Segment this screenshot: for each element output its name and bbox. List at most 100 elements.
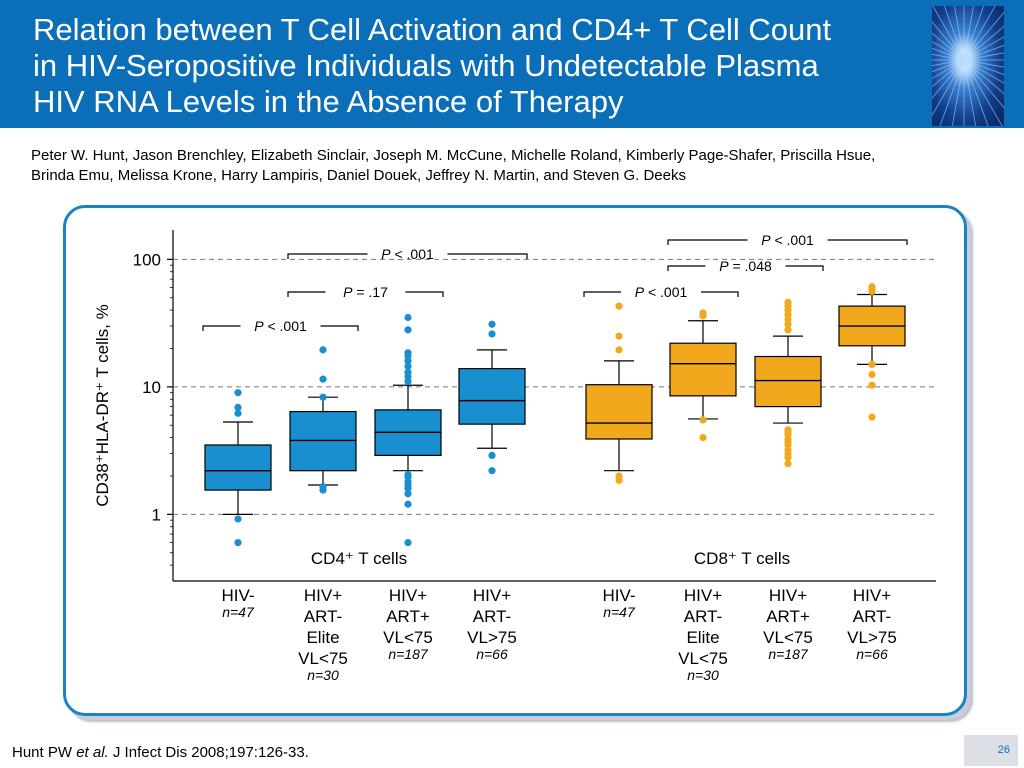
- author-list: Peter W. Hunt, Jason Brenchley, Elizabet…: [31, 146, 1006, 186]
- outlier-point: [319, 346, 327, 354]
- outlier-point: [404, 470, 412, 479]
- p-value-label: P = .17: [343, 284, 388, 300]
- category-n-label: n=30: [687, 667, 719, 683]
- box: [669, 342, 737, 397]
- outlier-point: [488, 467, 496, 475]
- slide-title-line: HIV RNA Levels in the Absence of Therapy: [33, 84, 624, 119]
- category-label: HIV+: [769, 586, 807, 605]
- outlier-point: [404, 313, 412, 322]
- outlier-point: [784, 446, 792, 454]
- outlier-point: [784, 426, 792, 434]
- category-n-label: n=66: [476, 646, 508, 662]
- y-tick-label: 1: [152, 505, 161, 524]
- outlier-point: [234, 409, 242, 417]
- box: [204, 444, 272, 491]
- citation-author: Hunt PW: [12, 744, 77, 761]
- outlier-point: [404, 349, 412, 357]
- significance-bracket: [667, 239, 748, 245]
- outlier-point: [234, 403, 242, 412]
- p-value-label: P < .001: [381, 246, 434, 262]
- page-number: 26: [997, 744, 1010, 756]
- significance-bracket: [202, 325, 241, 331]
- category-label: VL>75: [847, 628, 897, 647]
- citation-etal: et al.: [76, 744, 109, 761]
- category-n-label: n=47: [603, 604, 636, 620]
- box-plot-chart: 1 10 100 CD38⁺HLA-DR⁺ T cells, % CD4⁺ T cell…: [93, 230, 936, 683]
- category-n-label: n=47: [222, 604, 255, 620]
- outlier-point: [234, 389, 242, 397]
- starburst-image: [932, 6, 1004, 126]
- outlier-point: [784, 298, 792, 306]
- category-label: HIV-: [221, 586, 254, 605]
- outlier-point: [488, 320, 496, 328]
- outlier-point: [784, 460, 792, 468]
- title-banner: Relation between T Cell Activation and C…: [0, 0, 1024, 128]
- outlier-point: [615, 472, 623, 480]
- significance-bracket: [785, 265, 824, 271]
- outlier-point: [699, 309, 707, 317]
- category-label: ART+: [766, 607, 810, 626]
- category-label: ART+: [386, 607, 430, 626]
- y-tick-label: 10: [142, 378, 161, 397]
- significance-bracket: [447, 253, 528, 259]
- y-tick-label: 100: [133, 250, 161, 269]
- outlier-point: [784, 326, 792, 334]
- category-n-label: n=66: [856, 646, 888, 662]
- category-n-label: n=30: [307, 667, 339, 683]
- significance-bracket: [667, 265, 706, 271]
- category-label: VL<75: [763, 628, 813, 647]
- outlier-point: [404, 368, 412, 376]
- category-label: Elite: [306, 628, 339, 647]
- outlier-point: [868, 283, 876, 291]
- slide-title-line: Relation between T Cell Activation and C…: [33, 12, 832, 47]
- significance-bracket: [583, 291, 621, 297]
- outlier-point: [404, 539, 412, 547]
- outlier-point: [404, 357, 412, 365]
- category-label: ART-: [853, 607, 891, 626]
- box: [585, 384, 653, 440]
- significance-bracket: [405, 291, 444, 297]
- outlier-point: [234, 515, 242, 523]
- category-label: VL<75: [298, 649, 348, 668]
- outlier-point: [868, 370, 876, 379]
- outlier-point: [404, 490, 412, 498]
- significance-bracket: [287, 291, 326, 297]
- outlier-point: [615, 302, 623, 310]
- slide-title-line: in HIV-Seropositive Individuals with Und…: [33, 48, 819, 83]
- category-label: HIV+: [304, 586, 342, 605]
- page-number-box: 26: [964, 735, 1018, 766]
- chart-panel: 1 10 100 CD38⁺HLA-DR⁺ T cells, % CD4⁺ T cell…: [63, 205, 967, 716]
- outlier-point: [784, 320, 792, 328]
- outlier-point: [868, 381, 876, 389]
- outlier-point: [404, 500, 412, 508]
- p-value-label: P < .001: [254, 318, 307, 334]
- author-line: Brinda Emu, Melissa Krone, Harry Lampiri…: [31, 167, 686, 184]
- box: [458, 368, 526, 425]
- category-label: VL>75: [467, 628, 517, 647]
- outlier-point: [319, 483, 327, 491]
- significance-bracket: [827, 239, 908, 245]
- category-label: ART-: [473, 607, 511, 626]
- outlier-point: [699, 416, 707, 424]
- category-label: Elite: [686, 628, 719, 647]
- citation: Hunt PW et al. J Infect Dis 2008;197:126…: [12, 744, 309, 761]
- outlier-point: [404, 362, 412, 370]
- category-label: ART-: [304, 607, 342, 626]
- category-label: HIV+: [684, 586, 722, 605]
- y-axis-label: CD38⁺HLA-DR⁺ T cells, %: [93, 304, 112, 506]
- category-n-label: n=187: [768, 646, 809, 662]
- p-value-label: P = .048: [719, 258, 772, 274]
- outlier-point: [699, 433, 707, 442]
- category-label: VL<75: [383, 628, 433, 647]
- p-value-label: P < .001: [635, 284, 688, 300]
- significance-bracket: [701, 291, 739, 297]
- author-line: Peter W. Hunt, Jason Brenchley, Elizabet…: [31, 147, 876, 164]
- category-n-label: n=187: [388, 646, 429, 662]
- p-value-label: P < .001: [761, 232, 814, 248]
- category-label: ART-: [684, 607, 722, 626]
- citation-journal: J Infect Dis 2008;197:126-33.: [108, 744, 309, 761]
- category-label: HIV+: [473, 586, 511, 605]
- category-label: HIV+: [853, 586, 891, 605]
- panel-label: CD4⁺ T cells: [311, 549, 407, 568]
- slide-title: Relation between T Cell Activation and C…: [33, 12, 933, 120]
